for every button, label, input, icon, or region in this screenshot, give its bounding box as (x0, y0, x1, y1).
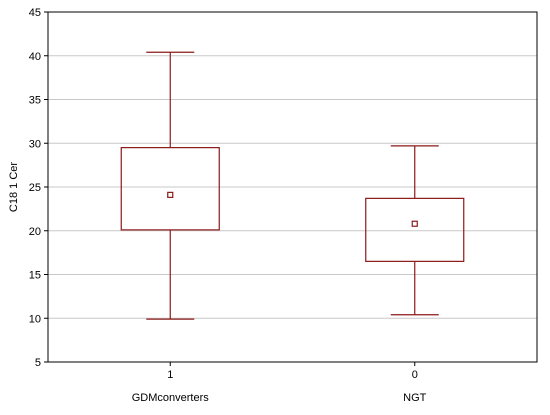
y-tick-label: 10 (29, 313, 41, 325)
y-tick-label: 15 (29, 270, 41, 282)
x-tick-label: 1 (167, 369, 173, 381)
x-axis: 1 GDMconverters 0 NGT (132, 362, 427, 404)
y-tick-label: 5 (35, 357, 41, 369)
x-tick-label: 0 (412, 369, 418, 381)
box-body (120, 147, 220, 231)
y-axis-label: C18 1 Cer (8, 162, 20, 212)
box-series (120, 51, 465, 320)
y-tick-label: 20 (29, 226, 41, 238)
y-tick-label: 30 (29, 138, 41, 150)
box-ngt (365, 145, 465, 316)
y-tick-label: 35 (29, 95, 41, 107)
center-marker (167, 191, 174, 198)
y-axis: 5 10 15 20 25 30 35 40 45 (29, 7, 48, 369)
box-body (365, 197, 465, 262)
y-tick-label: 40 (29, 51, 41, 63)
center-marker (411, 220, 418, 227)
y-tick-label: 25 (29, 182, 41, 194)
y-tick-label: 45 (29, 7, 41, 19)
gridlines (48, 55, 537, 319)
x-category-label: NGT (403, 392, 427, 404)
x-category-label: GDMconverters (132, 392, 210, 404)
box-gdmconverters (120, 51, 220, 320)
